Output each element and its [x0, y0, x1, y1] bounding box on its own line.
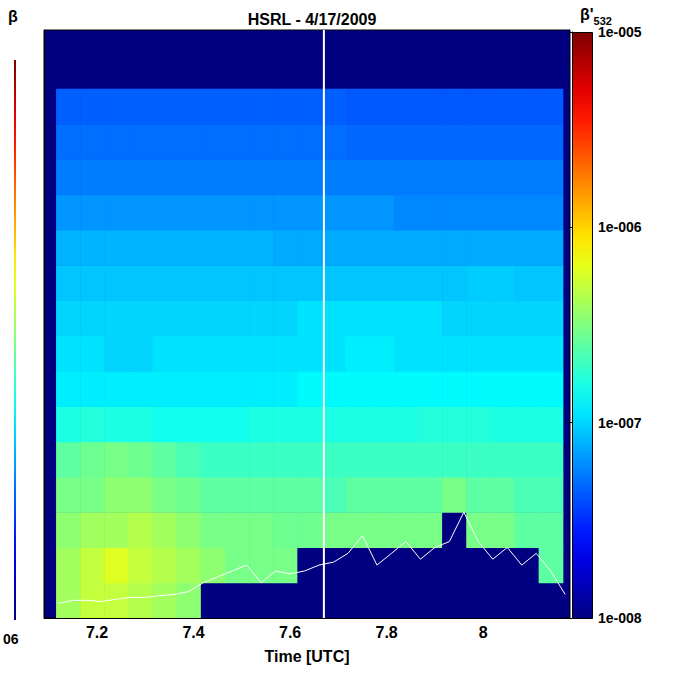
svg-text:06: 06: [3, 631, 19, 647]
svg-text:1e-007: 1e-007: [598, 415, 642, 431]
svg-text:8: 8: [479, 624, 488, 641]
svg-text:7.8: 7.8: [375, 624, 397, 641]
svg-text:β: β: [8, 8, 18, 25]
svg-text:β': β': [580, 6, 594, 23]
svg-text:7.4: 7.4: [182, 624, 204, 641]
svg-text:Time [UTC]: Time [UTC]: [264, 648, 349, 665]
svg-text:1e-008: 1e-008: [598, 610, 642, 626]
svg-text:1e-006: 1e-006: [598, 219, 642, 235]
svg-text:7.2: 7.2: [86, 624, 108, 641]
svg-text:7.6: 7.6: [279, 624, 301, 641]
svg-text:1e-005: 1e-005: [598, 24, 642, 40]
svg-text:532: 532: [593, 14, 612, 27]
svg-text:HSRL - 4/17/2009: HSRL - 4/17/2009: [248, 11, 377, 28]
